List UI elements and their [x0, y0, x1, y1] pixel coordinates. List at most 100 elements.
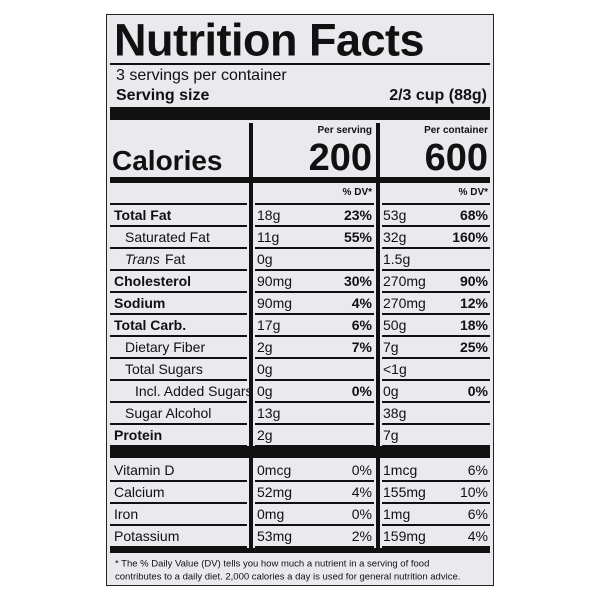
- row-line: [382, 269, 490, 271]
- calories-label: Calories: [112, 145, 223, 176]
- footnote: * The % Daily Value (DV) tells you how m…: [115, 558, 430, 570]
- daily-value: 4%: [351, 295, 372, 311]
- nutrient-name: Incl. Added Sugars: [135, 383, 253, 399]
- nutrient-name: Dietary Fiber: [125, 339, 206, 355]
- row-line: [110, 445, 247, 447]
- servings: 3 servings per container: [116, 67, 287, 84]
- row-line: [110, 502, 247, 504]
- nutrient-name: Total Fat: [114, 207, 172, 223]
- rule: [110, 177, 249, 183]
- row-line: [382, 313, 490, 315]
- daily-value: 23%: [343, 207, 372, 223]
- daily-value: 160%: [452, 229, 488, 245]
- amount: 53mg: [257, 528, 293, 544]
- daily-value: 30%: [343, 273, 372, 289]
- row-line: [110, 401, 247, 403]
- daily-value: 0%: [351, 383, 372, 399]
- row-line: [255, 357, 374, 359]
- amount: 90mg: [257, 273, 293, 289]
- amount: 7g: [383, 427, 399, 443]
- daily-value: 2%: [351, 528, 372, 544]
- serving-size-label: Serving size: [116, 87, 210, 104]
- row-line: [382, 546, 490, 548]
- row-line: [382, 423, 490, 425]
- nutrient-name: Sodium: [114, 295, 166, 311]
- dv-header: % DV*: [342, 187, 372, 198]
- row-line: [382, 379, 490, 381]
- amount: 0g: [257, 251, 273, 267]
- row-line: [382, 203, 490, 205]
- daily-value: 0%: [351, 462, 372, 478]
- row-line: [382, 225, 490, 227]
- row-line: [255, 401, 374, 403]
- daily-value: 0%: [467, 383, 488, 399]
- nutrient-name: Protein: [114, 427, 163, 443]
- rule: [253, 177, 376, 183]
- row-line: [255, 502, 374, 504]
- amount: 270mg: [383, 273, 426, 289]
- row-line: [110, 247, 247, 249]
- nutrient-name: Iron: [114, 506, 139, 522]
- rule: [110, 63, 490, 65]
- row-line: [382, 480, 490, 482]
- row-line: [110, 269, 247, 271]
- title: Nutrition Facts: [114, 14, 425, 66]
- amount: 2g: [257, 427, 273, 443]
- amount: 13g: [257, 405, 281, 421]
- rule: [380, 177, 490, 183]
- rule: [110, 446, 490, 458]
- row-line: [382, 502, 490, 504]
- row-line: [382, 335, 490, 337]
- daily-value: 0%: [351, 506, 372, 522]
- nutrient-name: Total Carb.: [114, 317, 187, 333]
- row-line: [255, 313, 374, 315]
- rule: [110, 107, 490, 120]
- amount: 0mcg: [257, 462, 292, 478]
- amount: 1.5g: [383, 251, 411, 267]
- nutrient-name: Total Sugars: [125, 361, 203, 377]
- amount: 2g: [257, 339, 273, 355]
- row-line: [255, 546, 374, 548]
- row-line: [382, 445, 490, 447]
- row-line: [382, 401, 490, 403]
- divider: [376, 123, 380, 550]
- row-line: [255, 480, 374, 482]
- amount: 0mg: [257, 506, 285, 522]
- row-line: [110, 225, 247, 227]
- rule: [110, 548, 490, 553]
- calories-value: 200: [308, 137, 372, 179]
- daily-value: 18%: [459, 317, 488, 333]
- nutrient-name: Fat: [165, 251, 186, 267]
- daily-value: 4%: [351, 484, 372, 500]
- row-line: [110, 480, 247, 482]
- daily-value: 6%: [467, 462, 488, 478]
- row-line: [255, 269, 374, 271]
- daily-value: 6%: [351, 317, 372, 333]
- row-line: [110, 291, 247, 293]
- nutrient-name: Cholesterol: [114, 273, 192, 289]
- amount: 0g: [257, 361, 273, 377]
- amount: 0g: [257, 383, 273, 399]
- row-line: [110, 379, 247, 381]
- row-line: [110, 335, 247, 337]
- row-line: [255, 335, 374, 337]
- row-line: [255, 423, 374, 425]
- nutrient-name: Trans: [125, 251, 160, 267]
- daily-value: 12%: [459, 295, 488, 311]
- nutrient-name: Saturated Fat: [125, 229, 210, 245]
- daily-value: 6%: [467, 506, 488, 522]
- row-line: [255, 291, 374, 293]
- daily-value: 55%: [343, 229, 372, 245]
- amount: 38g: [383, 405, 407, 421]
- row-line: [255, 445, 374, 447]
- daily-value: 90%: [459, 273, 488, 289]
- amount: <1g: [383, 361, 407, 377]
- amount: 159mg: [383, 528, 426, 544]
- daily-value: 4%: [467, 528, 488, 544]
- daily-value: 7%: [351, 339, 372, 355]
- amount: 90mg: [257, 295, 293, 311]
- serving-size-value: 2/3 cup (88g): [389, 87, 487, 104]
- amount: 32g: [383, 229, 407, 245]
- amount: 18g: [257, 207, 281, 223]
